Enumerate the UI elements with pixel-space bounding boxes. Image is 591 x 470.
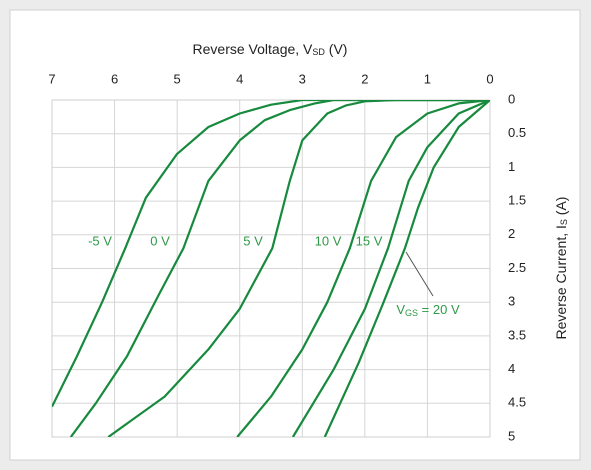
plot-frame [51,99,491,438]
labels: 7 6 5 4 3 2 1 00 0.5 1 1.5 2 2.5 3 3.5 4 4.5 5 Reverse Vol… [48,41,569,444]
series-label: 10 V [315,233,342,248]
series-line [69,100,490,437]
series-line [291,100,490,437]
y-tick-label: 2 [508,226,515,241]
x-axis-title-part: (V) [325,41,348,57]
x-axis-title-part: Reverse Voltage, V [193,41,314,57]
y-tick-label: 4.5 [508,395,526,410]
x-tick-label: 3 [299,71,306,86]
series-label: -5 V [88,233,112,248]
y-axis-title-part: Reverse Current, I [553,225,569,339]
series-line [236,100,490,437]
series-label-part: = 20 V [418,302,460,317]
y-tick-label: 3 [508,294,515,309]
series-label: 0 V [150,233,170,248]
x-tick-label: 0 [486,71,493,86]
y-tick-label: 1 [508,159,515,174]
x-tick-label: 1 [424,71,431,86]
y-axis-title-part: S [559,219,569,225]
leader-line [405,251,434,297]
series-label: 15 V [356,233,383,248]
y-axis-title-part: (A) [553,197,569,220]
y-axis-title: Reverse Current, IS (A) [553,197,570,340]
x-tick-label: 2 [361,71,368,86]
y-tick-label: 3.5 [508,327,526,342]
series-label-part: V [396,302,405,317]
series-line [323,100,490,437]
x-tick-label: 6 [111,71,118,86]
series-label-part: GS [405,308,418,318]
x-tick-label: 5 [174,71,181,86]
x-axis-title: Reverse Voltage, VSD (V) [193,41,348,58]
series-label: VGS = 20 V [396,302,460,318]
x-tick-label: 4 [236,71,243,86]
series-line [52,100,490,408]
y-tick-label: 0.5 [508,125,526,140]
lines [52,100,490,437]
series-line [107,100,490,437]
y-tick-label: 2.5 [508,260,526,275]
y-tick-label: 0 [508,91,515,106]
y-tick-label: 4 [508,361,515,376]
x-axis-title-part: SD [312,47,325,57]
series-label: 5 V [243,233,263,248]
y-tick-label: 5 [508,428,515,443]
y-tick-label: 1.5 [508,193,526,208]
x-tick-label: 7 [48,71,55,86]
